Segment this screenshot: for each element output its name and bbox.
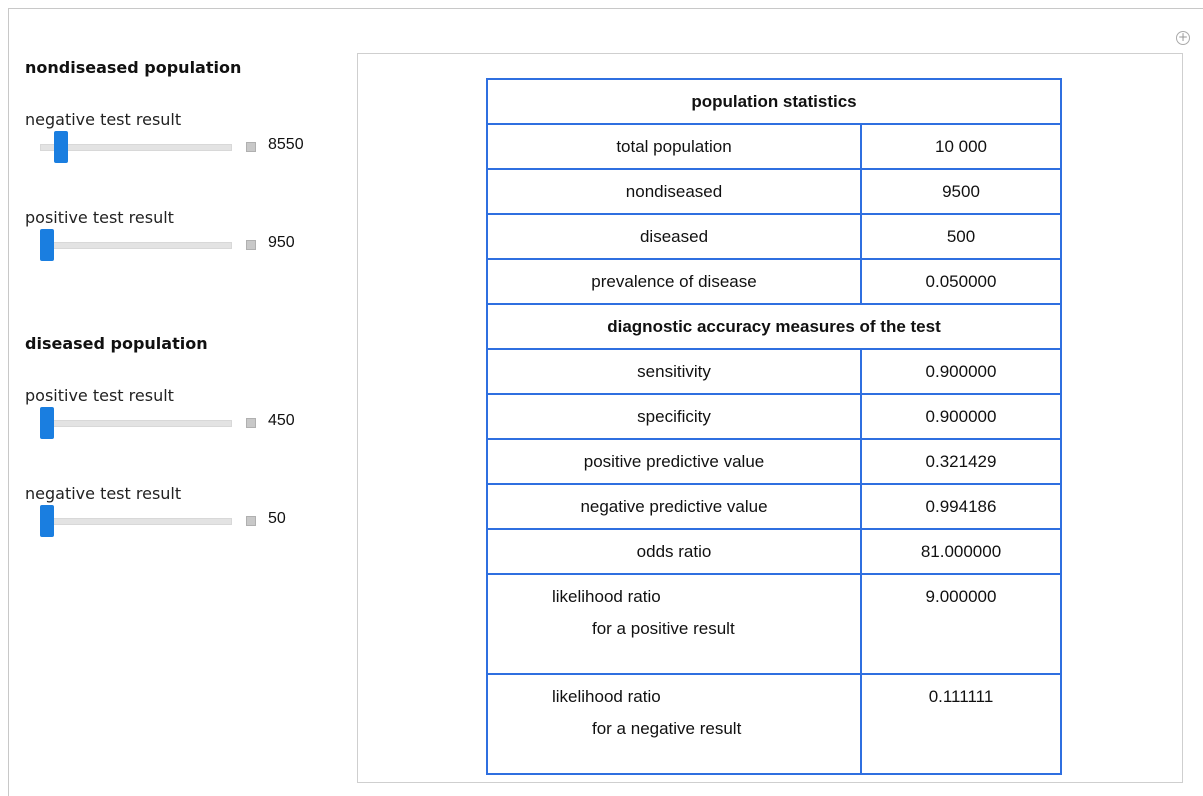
options-button[interactable]: + [1176,30,1190,45]
measure-name-line: likelihood ratio [552,587,661,606]
slider-label: positive test result [25,208,174,227]
expand-button[interactable] [246,418,256,428]
measure-name: specificity [486,393,862,440]
statistics-table: population statistics total population 10 … [486,78,1062,775]
table-row: negative predictive value 0.994186 [486,483,1062,530]
table-row: specificity 0.900000 [486,393,1062,440]
table-row: sensitivity 0.900000 [486,348,1062,395]
measure-name: odds ratio [486,528,862,575]
slider-value: 50 [268,510,286,527]
expand-button[interactable] [246,240,256,250]
measure-name-line: for a negative result [592,719,742,738]
measure-value: 0.994186 [860,483,1062,530]
slider-track[interactable] [40,242,232,249]
table-row: total population 10 000 [486,123,1062,170]
expand-button[interactable] [246,516,256,526]
measure-name: nondiseased [486,168,862,215]
slider-track[interactable] [40,420,232,427]
section-row: diagnostic accuracy measures of the test [486,303,1062,350]
measure-name: likelihood ratio for a negative result [486,673,862,775]
measure-name-text: nondiseased [625,181,723,201]
slider-track[interactable] [40,144,232,151]
section-row: population statistics [486,78,1062,125]
measure-name-text: prevalence of disease [591,271,757,291]
measure-name-text: total population [616,136,732,156]
slider-thumb[interactable] [54,131,68,163]
table-row: diseased 500 [486,213,1062,260]
measure-name-text: diseased [639,226,709,246]
measure-name: positive predictive value [486,438,862,485]
slider-thumb[interactable] [40,229,54,261]
measure-name: sensitivity [486,348,862,395]
table-row: odds ratio 81.000000 [486,528,1062,575]
slider-thumb[interactable] [40,505,54,537]
slider-label: positive test result [25,386,174,405]
measure-name-text: negative predictive value [580,496,768,516]
measure-value: 81.000000 [860,528,1062,575]
section-heading: population statistics [486,78,1062,125]
measure-value: 10 000 [860,123,1062,170]
measure-name-text: odds ratio [636,541,712,561]
section-heading: diagnostic accuracy measures of the test [486,303,1062,350]
measure-name-text: positive predictive value [583,451,765,471]
measure-value: 0.050000 [860,258,1062,305]
measure-name: prevalence of disease [486,258,862,305]
measure-name-line: likelihood ratio [552,687,661,706]
table-row: prevalence of disease 0.050000 [486,258,1062,305]
measure-value: 0.900000 [860,348,1062,395]
measure-name: negative predictive value [486,483,862,530]
measure-name-text: specificity [637,406,711,426]
output-panel: population statistics total population 10 … [357,53,1183,783]
measure-value: 0.111111 [860,673,1062,775]
measure-value: 9.000000 [860,573,1062,675]
measure-name-line: for a positive result [592,619,735,638]
table-row: likelihood ratio for a positive result 9.0… [486,573,1062,675]
slider-label: negative test result [25,110,182,129]
table-row: likelihood ratio for a negative result 0.1… [486,673,1062,775]
measure-value: 0.321429 [860,438,1062,485]
measure-name: likelihood ratio for a positive result [486,573,862,675]
measure-name-text: sensitivity [637,361,711,381]
table-row: nondiseased 9500 [486,168,1062,215]
measure-name: total population [486,123,862,170]
frame [8,8,1203,796]
slider-label: negative test result [25,484,182,503]
measure-value: 9500 [860,168,1062,215]
measure-value: 0.900000 [860,393,1062,440]
measure-name: diseased [486,213,862,260]
slider-value: 8550 [268,136,304,153]
section-title: diseased population [25,334,208,353]
slider-value: 450 [268,412,295,429]
slider-thumb[interactable] [40,407,54,439]
slider-track[interactable] [40,518,232,525]
expand-button[interactable] [246,142,256,152]
table-row: positive predictive value 0.321429 [486,438,1062,485]
section-title: nondiseased population [25,58,242,77]
slider-value: 950 [268,234,295,251]
measure-value: 500 [860,213,1062,260]
